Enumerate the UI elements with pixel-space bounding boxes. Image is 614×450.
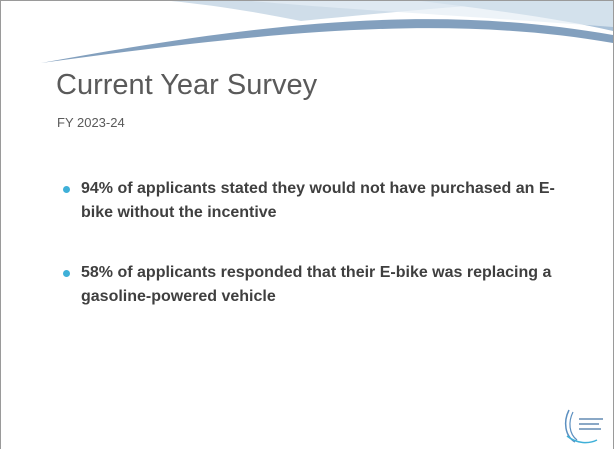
title: Current Year Survey	[56, 69, 318, 101]
bullet-list: 94% of applicants stated they would not …	[63, 177, 563, 345]
logo	[564, 409, 603, 444]
header-swoosh	[1, 1, 613, 63]
subtitle: FY 2023-24	[57, 115, 125, 130]
bullet: 58% of applicants responded that their E…	[63, 261, 563, 309]
bullet: 94% of applicants stated they would not …	[63, 177, 563, 225]
